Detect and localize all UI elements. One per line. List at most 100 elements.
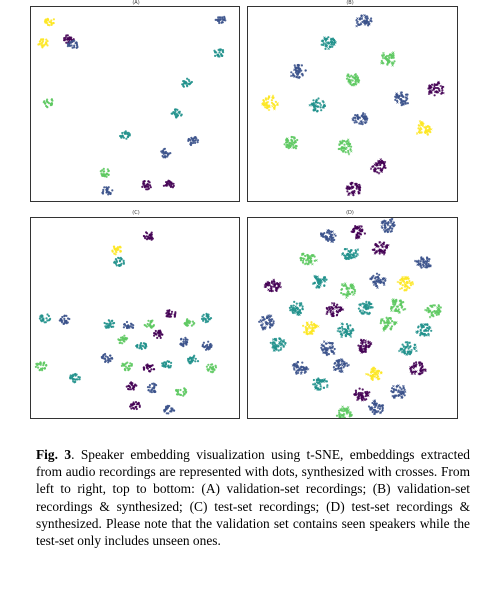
- scatter-plot-b: [261, 14, 445, 197]
- embedding-cross: [272, 282, 275, 285]
- embedding-cross: [384, 222, 388, 225]
- embedding-dot: [125, 385, 128, 388]
- embedding-dot: [344, 151, 347, 154]
- embedding-dot: [135, 344, 138, 347]
- embedding-cross: [275, 343, 278, 347]
- embedding-dot: [168, 183, 171, 186]
- embedding-dot: [416, 330, 419, 333]
- embedding-dot: [63, 322, 66, 325]
- embedding-dot: [41, 369, 44, 372]
- embedding-cross: [355, 252, 358, 256]
- embedding-dot: [402, 301, 405, 304]
- embedding-cross: [333, 233, 336, 236]
- embedding-cross: [290, 74, 293, 78]
- embedding-dot: [409, 284, 413, 287]
- embedding-cluster: [153, 329, 164, 339]
- embedding-dot: [304, 254, 307, 258]
- embedding-cross: [283, 343, 287, 346]
- embedding-cluster: [415, 323, 433, 337]
- embedding-dot: [392, 221, 395, 224]
- embedding-dot: [310, 323, 313, 326]
- embedding-dot: [377, 277, 380, 280]
- embedding-cross: [344, 408, 347, 412]
- embedding-dot: [342, 410, 345, 413]
- embedding-dot: [321, 349, 324, 352]
- embedding-cluster: [367, 399, 385, 416]
- embedding-dot: [371, 276, 374, 279]
- embedding-cluster: [129, 401, 141, 411]
- embedding-cross: [415, 349, 418, 353]
- embedding-dot: [351, 79, 354, 82]
- scatter-panel-c: [30, 217, 240, 419]
- embedding-dot: [122, 326, 125, 329]
- embedding-cross: [364, 344, 367, 348]
- embedding-dot: [184, 323, 187, 326]
- embedding-dot: [115, 251, 118, 254]
- embedding-dot: [111, 249, 114, 252]
- embedding-cross: [332, 38, 336, 42]
- embedding-dot: [296, 64, 299, 67]
- embedding-cross: [306, 321, 309, 324]
- embedding-dot: [172, 184, 175, 187]
- embedding-dot: [137, 402, 140, 405]
- embedding-cross: [382, 281, 386, 285]
- embedding-cross: [292, 366, 296, 369]
- embedding-dot: [394, 302, 397, 306]
- embedding-dot: [152, 368, 155, 371]
- embedding-dot: [260, 324, 263, 327]
- embedding-dot: [45, 317, 48, 320]
- embedding-cross: [398, 303, 401, 307]
- embedding-dot: [42, 101, 45, 104]
- embedding-cluster: [380, 218, 396, 234]
- embedding-dot: [269, 326, 272, 329]
- embedding-dot: [63, 317, 66, 320]
- embedding-dot: [205, 319, 208, 322]
- embedding-dot: [107, 359, 110, 362]
- embedding-dot: [41, 367, 44, 370]
- embedding-cluster: [320, 36, 337, 51]
- embedding-dot: [330, 313, 333, 316]
- embedding-cross: [345, 328, 348, 331]
- embedding-cluster: [43, 17, 55, 27]
- embedding-dot: [361, 302, 364, 305]
- embedding-dot: [361, 228, 364, 231]
- embedding-dot: [312, 383, 315, 386]
- embedding-dot: [147, 187, 150, 190]
- embedding-dot: [333, 302, 336, 305]
- embedding-dot: [389, 218, 392, 222]
- embedding-dot: [129, 364, 132, 367]
- embedding-cross: [331, 240, 334, 243]
- embedding-dot: [206, 368, 209, 371]
- embedding-dot: [377, 405, 380, 408]
- embedding-dot: [376, 171, 379, 174]
- embedding-dot: [366, 390, 369, 393]
- embedding-cross: [340, 358, 343, 361]
- embedding-dot: [105, 175, 108, 178]
- embedding-dot: [377, 375, 380, 378]
- embedding-dot: [354, 119, 357, 122]
- embedding-cross: [365, 120, 368, 124]
- embedding-dot: [102, 167, 105, 170]
- embedding-dot: [351, 290, 354, 293]
- embedding-cross: [410, 372, 414, 375]
- embedding-cluster: [66, 39, 79, 50]
- embedding-dot: [400, 388, 403, 391]
- embedding-dot: [383, 230, 386, 233]
- embedding-dot: [437, 313, 440, 316]
- embedding-cross: [428, 315, 432, 319]
- embedding-dot: [374, 251, 377, 254]
- embedding-cross: [403, 390, 407, 393]
- embedding-cluster: [394, 91, 409, 107]
- embedding-dot: [405, 99, 408, 102]
- embedding-cluster: [290, 63, 307, 80]
- embedding-dot: [187, 78, 190, 81]
- embedding-dot: [311, 327, 314, 330]
- embedding-cross: [397, 384, 400, 387]
- embedding-dot: [179, 343, 182, 346]
- embedding-dot: [363, 19, 366, 22]
- embedding-cross: [400, 350, 404, 354]
- embedding-dot: [51, 99, 54, 102]
- embedding-dot: [165, 405, 168, 408]
- embedding-dot: [399, 386, 402, 389]
- embedding-dot: [324, 47, 327, 51]
